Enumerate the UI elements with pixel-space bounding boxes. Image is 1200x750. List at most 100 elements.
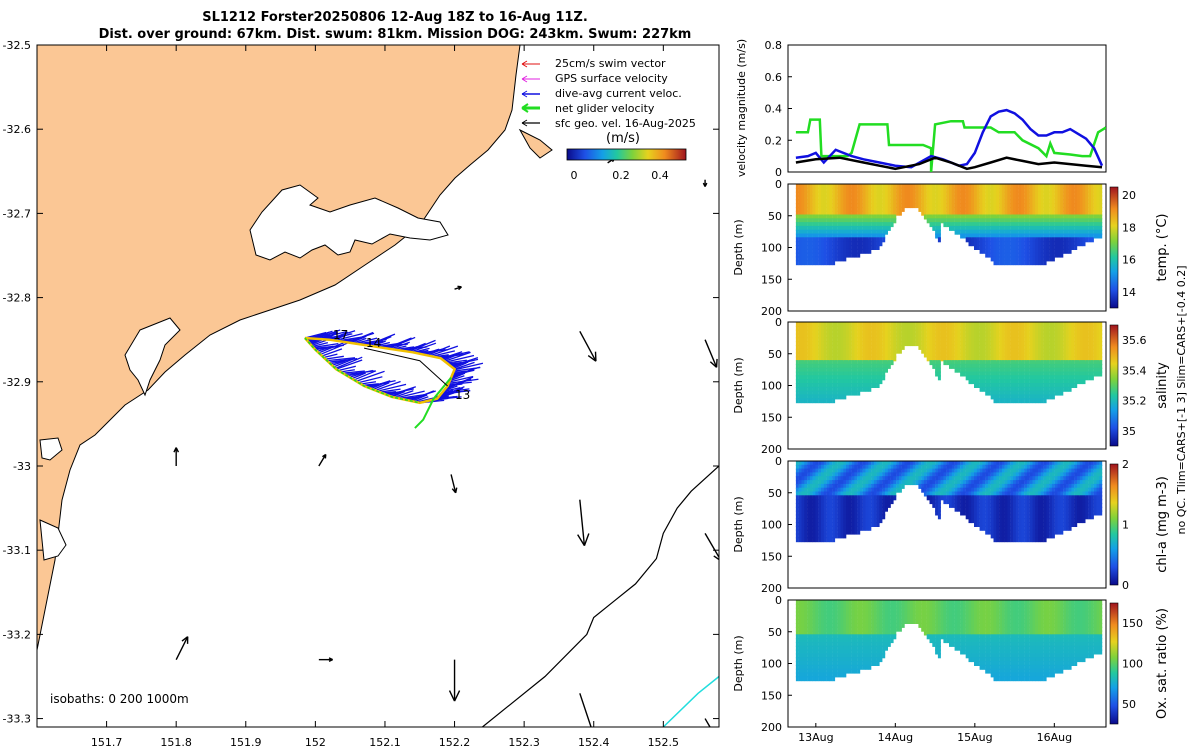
section-cell xyxy=(832,222,836,228)
section-cell xyxy=(826,499,830,505)
section-cell xyxy=(1010,210,1014,216)
section-cell xyxy=(1079,348,1083,354)
section-cell xyxy=(896,329,900,335)
section-cell xyxy=(843,195,847,201)
section-cell xyxy=(846,514,849,520)
section-cell xyxy=(1049,325,1053,331)
section-cell xyxy=(804,363,808,369)
section-cell xyxy=(1082,241,1086,247)
section-cell xyxy=(837,356,841,362)
section-cell xyxy=(795,468,799,474)
section-cell xyxy=(851,379,855,385)
section-cell xyxy=(1029,341,1033,347)
section-cell xyxy=(1029,233,1033,239)
section-cell xyxy=(937,510,941,516)
section-cell xyxy=(1096,329,1100,335)
section-cell xyxy=(887,461,891,466)
section-cell xyxy=(807,344,811,350)
section-cell xyxy=(1038,367,1041,373)
section-cell xyxy=(949,468,952,474)
section-cell xyxy=(868,337,872,343)
section-cell xyxy=(1010,348,1014,354)
section-cell xyxy=(804,468,808,474)
section-cell xyxy=(823,206,827,212)
section-cell xyxy=(840,203,844,209)
section-cell xyxy=(795,218,799,224)
section-cell xyxy=(951,222,955,228)
section-cell xyxy=(918,333,922,339)
section-cell xyxy=(937,487,941,493)
section-cell xyxy=(821,233,824,239)
section-cell xyxy=(921,341,925,347)
section-cell xyxy=(798,229,802,235)
section-cell xyxy=(893,210,897,216)
section-cell xyxy=(823,398,827,404)
section-cell xyxy=(923,214,927,220)
section-cell xyxy=(876,206,880,212)
section-cell xyxy=(809,184,813,189)
map-xtick-label: 151.9 xyxy=(230,736,262,749)
section-cell xyxy=(965,491,969,497)
section-cell xyxy=(1015,237,1019,243)
section-cell xyxy=(1032,214,1036,220)
section-cell xyxy=(1085,237,1089,243)
section-cell xyxy=(1013,348,1016,354)
section-cell xyxy=(949,337,952,343)
section-cell xyxy=(1074,363,1078,369)
section-cell xyxy=(954,367,958,373)
section-cell xyxy=(1007,184,1011,189)
section-cell xyxy=(868,344,872,350)
section-cell xyxy=(795,375,799,381)
section-cell xyxy=(990,360,994,366)
section-cell xyxy=(912,464,916,470)
section-cell xyxy=(804,214,808,220)
section-cell xyxy=(859,499,863,505)
section-cell xyxy=(876,333,880,339)
section-cell xyxy=(893,356,897,362)
section-cell xyxy=(923,341,927,347)
section-cell xyxy=(798,394,802,400)
section-cell xyxy=(1068,329,1072,335)
section-cell xyxy=(826,472,830,478)
section-cell xyxy=(918,187,922,193)
section-cell xyxy=(840,322,844,327)
section-cell xyxy=(837,341,841,347)
section-cell xyxy=(1082,356,1086,362)
section-cell xyxy=(1046,394,1050,400)
section-cell xyxy=(1054,229,1058,235)
section-cell xyxy=(1088,329,1092,335)
section-cell xyxy=(1015,341,1019,347)
section-cell xyxy=(1043,344,1047,350)
section-cell xyxy=(859,379,863,385)
section-cell xyxy=(840,337,844,343)
section-cell xyxy=(1018,214,1022,220)
section-cell xyxy=(962,341,966,347)
section-cell xyxy=(1032,195,1036,201)
section-cell xyxy=(946,468,950,474)
section-cell xyxy=(1082,214,1086,220)
section-cell xyxy=(1068,360,1072,366)
section-cell xyxy=(940,356,944,362)
section-cell xyxy=(949,218,952,224)
section-cell xyxy=(937,480,941,486)
section-cell xyxy=(990,394,994,400)
section-cell xyxy=(1024,322,1028,327)
section-cell xyxy=(818,499,822,505)
section-cell xyxy=(1063,325,1067,331)
section-cell xyxy=(907,472,911,478)
section-cell xyxy=(854,229,858,235)
section-cell xyxy=(926,348,930,354)
section-cell xyxy=(1043,191,1047,197)
section-cell xyxy=(949,222,952,228)
section-cell xyxy=(937,237,941,243)
section-cell xyxy=(935,476,939,482)
section-cell xyxy=(1004,241,1008,247)
section-cell xyxy=(1013,195,1016,201)
section-cell xyxy=(1068,225,1072,231)
section-cell xyxy=(1015,210,1019,216)
section-colorbar-tick: 16 xyxy=(1122,254,1136,267)
section-cell xyxy=(879,241,883,247)
section-cell xyxy=(929,210,933,216)
section-cell xyxy=(951,187,955,193)
section-cell xyxy=(885,461,888,466)
